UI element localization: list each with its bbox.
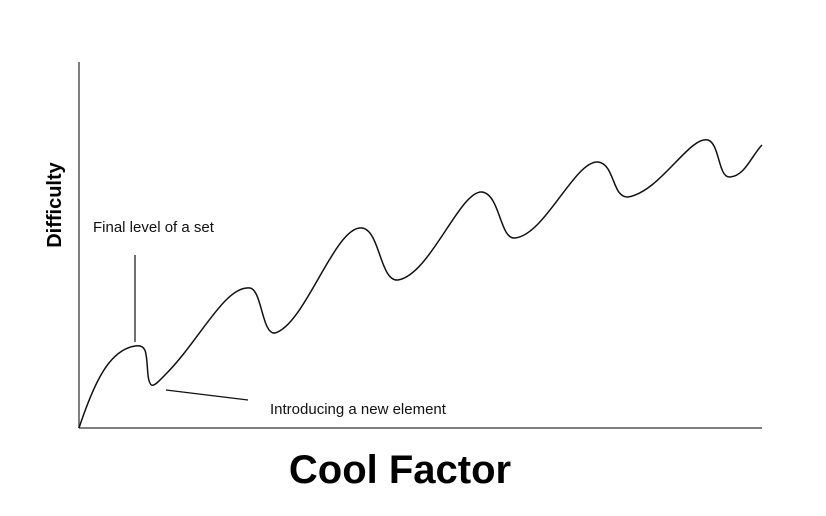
- y-axis-title: Difficulty: [44, 161, 66, 247]
- annotation: Final level of a set: [93, 219, 215, 236]
- annotation-pointer: [165, 389, 249, 401]
- annotation: Introducing a new element: [270, 401, 447, 418]
- difficulty-curve: [78, 139, 763, 429]
- x-axis-title: Cool Factor: [289, 448, 511, 492]
